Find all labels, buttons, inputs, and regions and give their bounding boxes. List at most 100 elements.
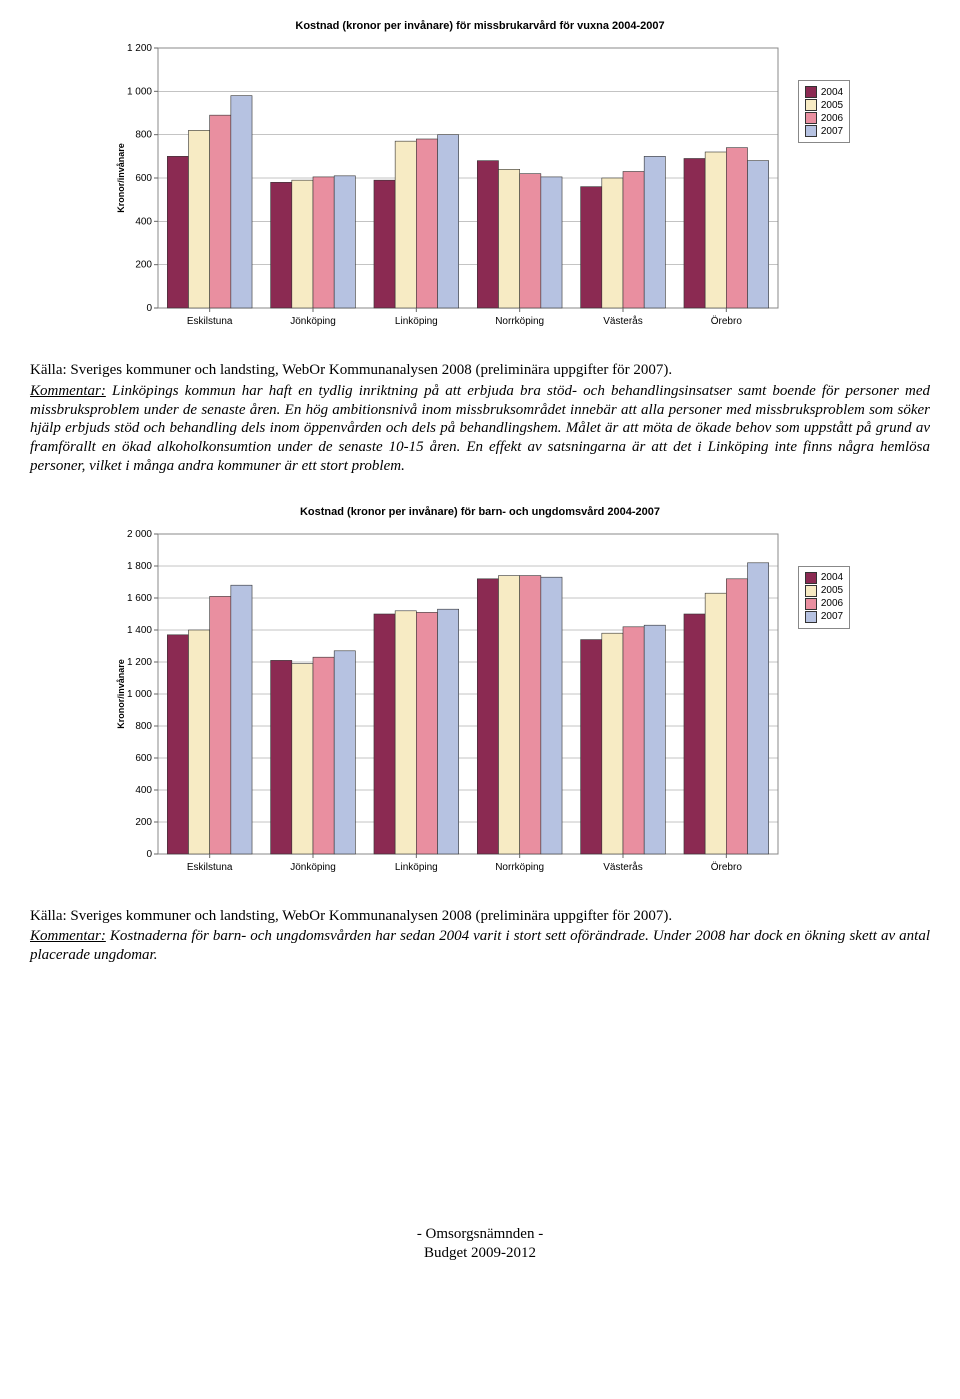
legend-label: 2004 [821,87,843,98]
bar [602,178,623,308]
bar [623,172,644,309]
bar [167,634,188,853]
comment2-body: Kostnaderna för barn- och ungdomsvården … [30,928,930,963]
bar [726,578,747,853]
svg-text:0: 0 [146,303,152,314]
bar [437,609,458,854]
bar [231,585,252,854]
bar [726,148,747,308]
svg-text:Västerås: Västerås [603,315,642,327]
legend-item: 2006 [805,598,843,610]
footer-line1: - Omsorgsnämnden - [30,1225,930,1245]
bar [705,152,726,308]
comment1-body: Linköpings kommun har haft en tydlig inr… [30,383,930,474]
legend-swatch [805,86,817,98]
bar [210,115,231,308]
svg-text:Jönköping: Jönköping [290,862,336,873]
page-footer: - Omsorgsnämnden - Budget 2009-2012 [30,1225,930,1264]
legend-swatch [805,611,817,623]
bar [231,96,252,308]
svg-text:Norrköping: Norrköping [495,862,544,873]
svg-text:1 200: 1 200 [127,43,152,54]
bar [374,180,395,308]
bar [644,156,665,308]
svg-text:Norrköping: Norrköping [495,316,544,327]
bar [313,657,334,854]
bar [292,663,313,853]
bar [684,159,705,309]
bar [188,130,209,308]
chart2: 02004006008001 0001 2001 4001 6001 8002 … [110,526,786,887]
legend-label: 2006 [821,598,843,609]
bar [684,614,705,854]
source-line-2: Källa: Sveriges kommuner och landsting, … [30,907,930,926]
bar [520,174,541,308]
svg-text:800: 800 [135,130,152,141]
legend-label: 2005 [821,100,843,111]
bar [602,633,623,854]
svg-text:600: 600 [135,173,152,184]
chart1-legend: 2004 2005 2006 2007 [798,80,850,143]
svg-text:Linköping: Linköping [395,316,438,327]
legend-label: 2004 [821,572,843,583]
chart2-title: Kostnad (kronor per invånare) för barn- … [30,506,930,518]
legend-swatch [805,112,817,124]
comment2-lead: Kommentar: [30,928,106,944]
svg-text:400: 400 [135,785,152,796]
comment-2: Kommentar: Kostnaderna för barn- och ung… [30,927,930,965]
bar [313,177,334,308]
legend-item: 2007 [805,125,843,137]
legend-item: 2006 [805,112,843,124]
legend-item: 2005 [805,585,843,597]
bar [581,187,602,308]
bar [334,650,355,853]
bar [477,161,498,308]
svg-text:1 000: 1 000 [127,86,152,97]
chart1-wrap: 0 200 400 600 800 1 000 1 200 Kronor/invånare Es… [30,40,930,341]
svg-text:Linköping: Linköping [395,862,438,873]
comment1-lead: Kommentar: [30,383,106,399]
svg-text:200: 200 [135,260,152,271]
svg-text:1 600: 1 600 [127,593,152,604]
bar [498,169,519,308]
footer-line2: Budget 2009-2012 [30,1244,930,1264]
svg-text:1 000: 1 000 [127,689,152,700]
bar [292,180,313,308]
legend-label: 2007 [821,126,843,137]
source-line-1: Källa: Sveriges kommuner och landsting, … [30,361,930,380]
comment-1: Kommentar: Linköpings kommun har haft en… [30,382,930,476]
svg-text:Västerås: Västerås [603,861,642,873]
svg-text:2 000: 2 000 [127,529,152,540]
legend-swatch [805,585,817,597]
legend-swatch [805,572,817,584]
svg-text:200: 200 [135,817,152,828]
chart1-title: Kostnad (kronor per invånare) för missbr… [30,20,930,32]
legend-swatch [805,598,817,610]
svg-text:800: 800 [135,721,152,732]
legend-label: 2005 [821,585,843,596]
svg-text:Kronor/invånare: Kronor/invånare [116,659,126,729]
bar [374,614,395,854]
svg-text:1 400: 1 400 [127,625,152,636]
bar [437,135,458,308]
legend-item: 2004 [805,86,843,98]
legend-item: 2005 [805,99,843,111]
bar [188,630,209,854]
bar [498,575,519,853]
svg-text:400: 400 [135,216,152,227]
svg-text:1 800: 1 800 [127,561,152,572]
bar [541,577,562,854]
bar [747,562,768,853]
chart2-wrap: 02004006008001 0001 2001 4001 6001 8002 … [30,526,930,887]
legend-item: 2004 [805,572,843,584]
bar [541,177,562,308]
legend-swatch [805,125,817,137]
svg-text:Eskilstuna: Eskilstuna [187,316,233,327]
chart2-legend: 2004200520062007 [798,566,850,629]
svg-text:Kronor/invånare: Kronor/invånare [116,143,126,213]
legend-label: 2006 [821,113,843,124]
svg-text:Jönköping: Jönköping [290,316,336,327]
chart1: 0 200 400 600 800 1 000 1 200 Kronor/invånare Es… [110,40,786,341]
bar [416,139,437,308]
bar [210,596,231,854]
